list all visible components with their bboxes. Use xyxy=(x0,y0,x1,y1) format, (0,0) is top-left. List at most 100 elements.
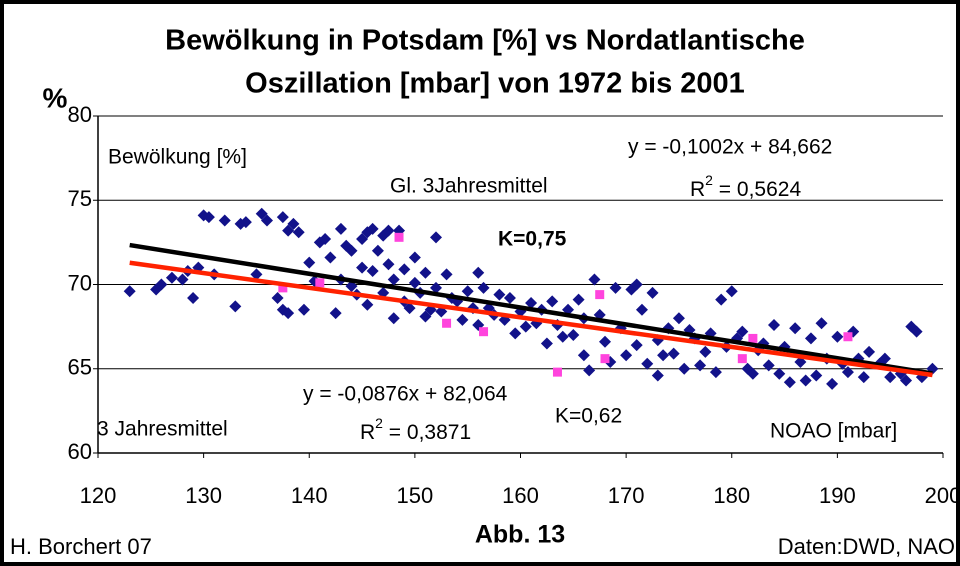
point xyxy=(315,278,325,288)
annotation: y = -0,1002x + 84,662 xyxy=(628,136,832,159)
annotation: R2 = 0,5624 xyxy=(690,172,801,201)
point xyxy=(620,349,633,362)
y-tick-label: 65 xyxy=(68,355,92,380)
point xyxy=(789,322,802,335)
point xyxy=(218,214,231,227)
point xyxy=(678,362,691,375)
footer-left: H. Borchert 07 xyxy=(10,534,152,559)
point xyxy=(577,349,590,362)
point xyxy=(297,303,310,316)
point xyxy=(773,367,786,380)
annotation: y = -0,0876x + 82,064 xyxy=(303,383,508,406)
annotation: = 0,3871 xyxy=(383,421,471,444)
point xyxy=(187,291,200,304)
point xyxy=(324,251,337,264)
point xyxy=(572,293,585,306)
point xyxy=(878,352,891,365)
point xyxy=(630,278,643,291)
x-tick-label: 120 xyxy=(80,483,117,508)
point xyxy=(736,325,749,338)
x-tick-label: 130 xyxy=(185,483,222,508)
point xyxy=(472,266,485,279)
point xyxy=(408,276,421,289)
point xyxy=(884,371,897,384)
point xyxy=(630,339,643,352)
chart-title: Oszillation [mbar] von 1972 bis 2001 xyxy=(245,68,745,100)
annotation: Bewölkung [%] xyxy=(108,146,247,169)
point xyxy=(366,265,379,278)
point xyxy=(503,291,516,304)
point xyxy=(552,367,562,377)
point xyxy=(278,283,288,293)
point xyxy=(595,290,605,300)
point xyxy=(356,233,369,246)
point xyxy=(672,312,685,325)
point xyxy=(387,273,400,286)
point xyxy=(715,293,728,306)
point xyxy=(646,286,659,299)
annotation: R xyxy=(690,178,705,201)
point xyxy=(440,268,453,281)
point xyxy=(371,244,384,257)
point xyxy=(540,337,553,350)
point xyxy=(641,357,654,370)
point xyxy=(588,273,601,286)
annotation: Gl. 3Jahresmittel xyxy=(390,175,548,198)
point xyxy=(430,281,442,294)
point xyxy=(250,268,263,281)
point xyxy=(783,376,796,389)
point xyxy=(737,354,747,364)
point xyxy=(403,302,416,315)
point xyxy=(282,307,295,320)
trendline xyxy=(129,260,933,378)
point xyxy=(831,330,844,343)
point xyxy=(826,377,839,390)
point xyxy=(229,300,242,313)
point xyxy=(768,318,780,331)
x-tick-label: 190 xyxy=(819,483,856,508)
point xyxy=(345,244,358,257)
point xyxy=(155,278,168,291)
point xyxy=(699,345,712,358)
trendline xyxy=(129,242,933,376)
footer-center: Abb. 13 xyxy=(475,521,565,549)
annotation: 2 xyxy=(375,415,383,431)
annotation: R2 = 0,3871 xyxy=(360,415,471,444)
point xyxy=(804,332,817,345)
y-tick-label: 60 xyxy=(68,439,92,464)
point xyxy=(599,335,611,348)
point xyxy=(303,256,316,269)
point xyxy=(746,367,759,380)
point xyxy=(456,313,469,326)
x-tick-label: 200 xyxy=(925,483,960,508)
point xyxy=(382,224,395,237)
point xyxy=(651,369,664,382)
point xyxy=(748,333,758,343)
point xyxy=(419,310,432,323)
annotation: 2 xyxy=(705,172,713,188)
point xyxy=(762,359,775,372)
point xyxy=(709,366,722,379)
point xyxy=(442,318,452,328)
annotation: K=0,75 xyxy=(498,228,567,251)
point xyxy=(287,217,300,230)
point xyxy=(408,251,421,264)
point xyxy=(857,371,870,384)
point xyxy=(493,288,506,301)
point xyxy=(382,258,395,271)
point xyxy=(461,285,474,298)
point xyxy=(419,266,432,279)
annotation: K=0,62 xyxy=(555,405,622,428)
annotation: = 0,5624 xyxy=(713,178,801,201)
y-tick-label: 80 xyxy=(68,102,92,127)
y-tick-label: 75 xyxy=(68,186,92,211)
point xyxy=(334,222,347,235)
point xyxy=(239,216,252,229)
point xyxy=(667,347,680,360)
point xyxy=(657,349,670,362)
point xyxy=(176,273,189,286)
point xyxy=(356,261,369,274)
point xyxy=(366,222,379,235)
point xyxy=(430,231,442,244)
